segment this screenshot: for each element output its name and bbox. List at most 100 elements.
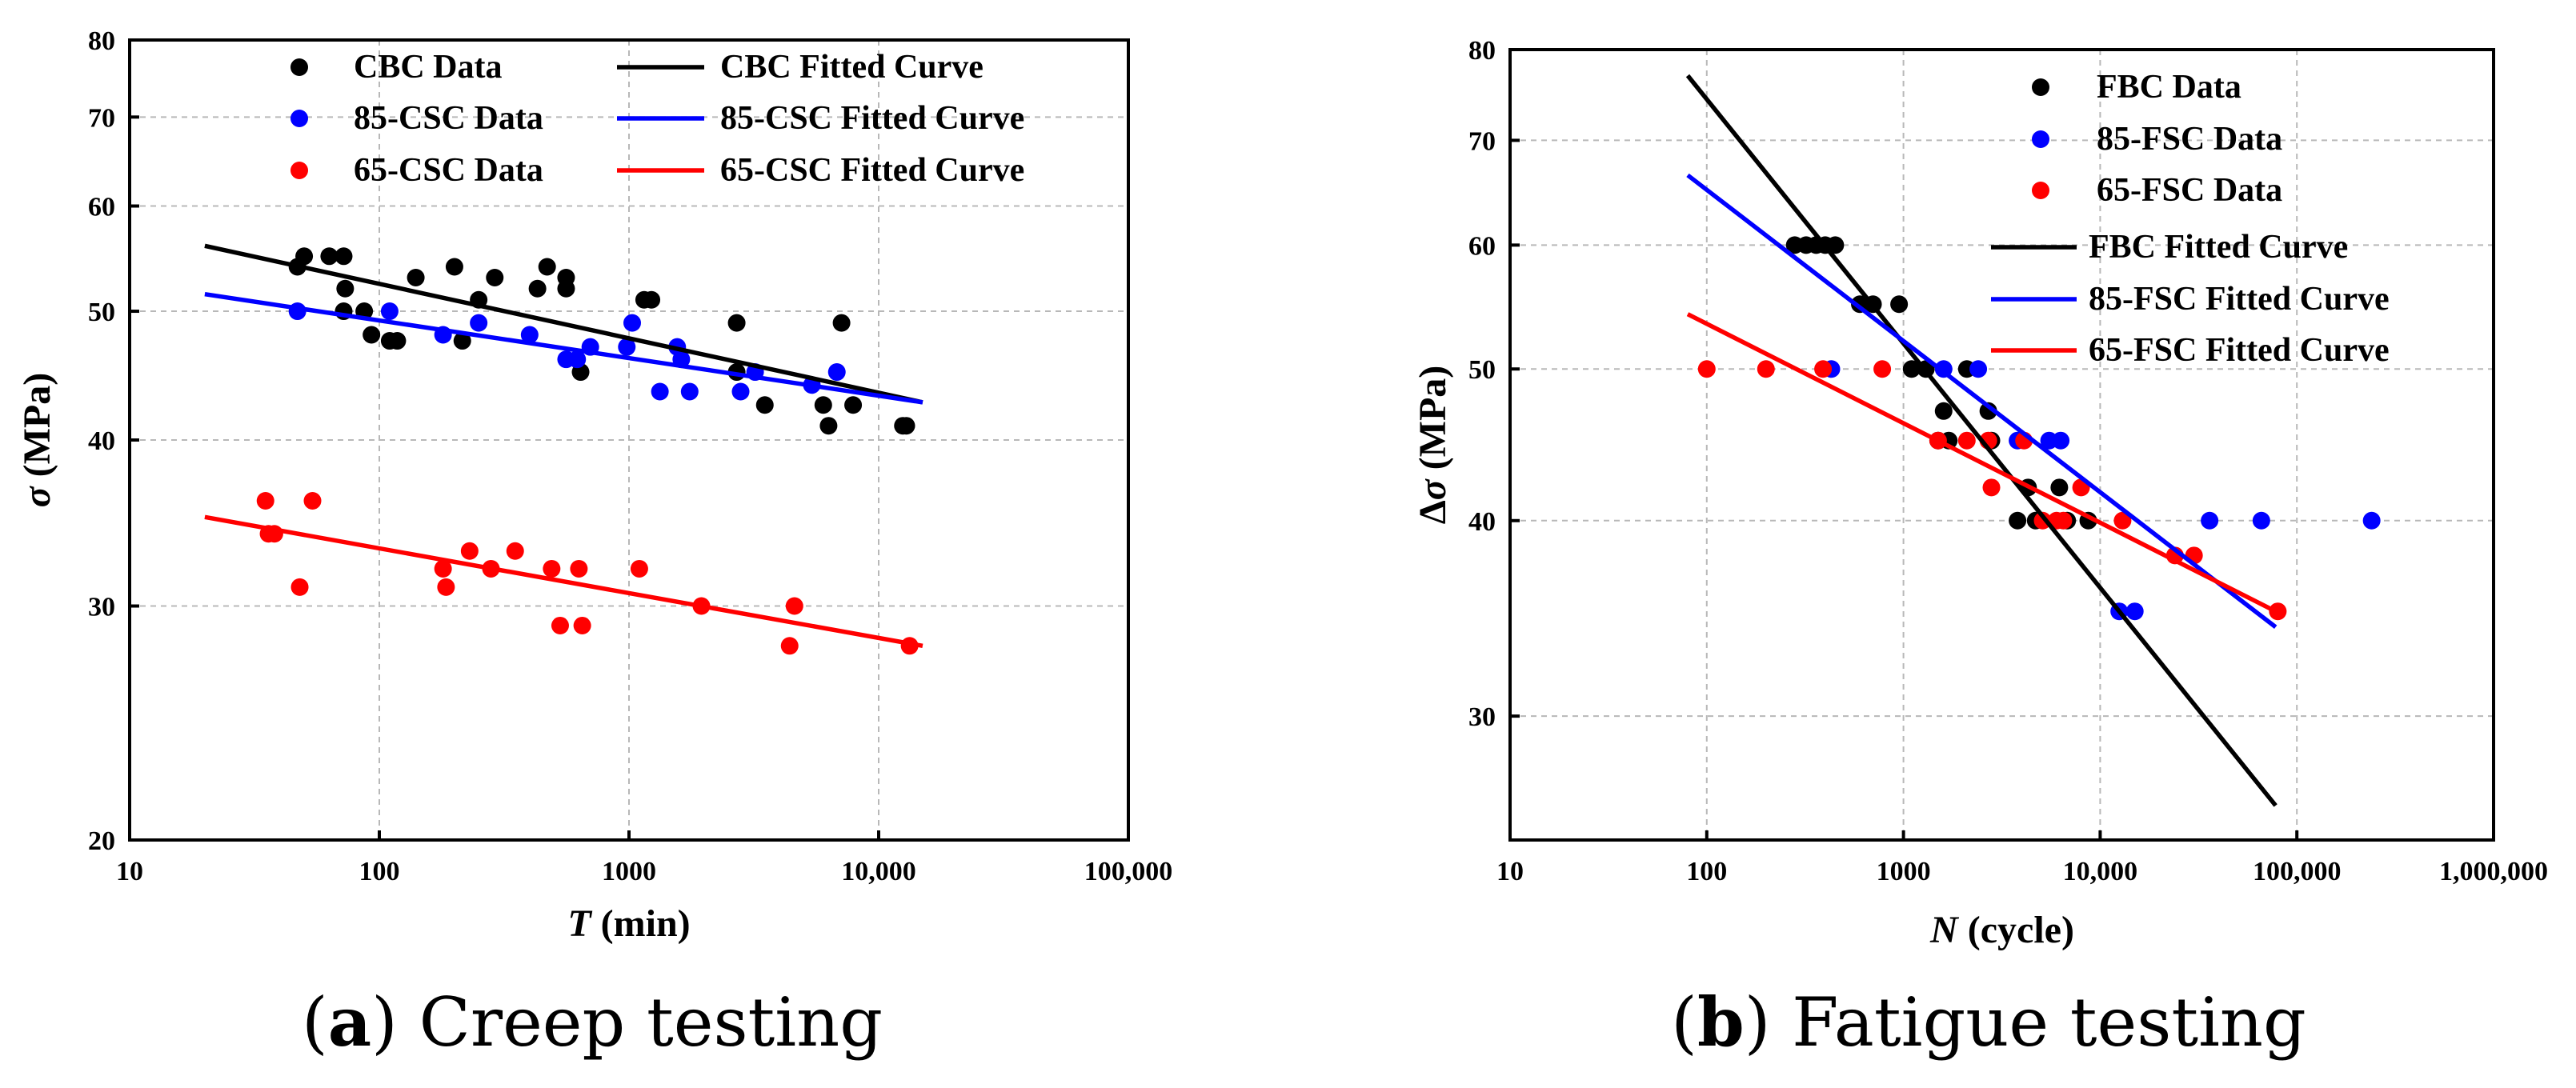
legend-marker <box>2032 182 2049 199</box>
fitted-curve <box>204 243 923 405</box>
data-point <box>832 314 851 332</box>
data-point <box>651 382 669 401</box>
legend-label: 85-CSC Fitted Curve <box>720 100 1024 137</box>
y-tick-label: 30 <box>1468 702 1496 732</box>
legend-marker <box>290 58 308 76</box>
legend-label: CBC Data <box>354 49 503 86</box>
data-point <box>295 247 314 266</box>
data-point <box>844 396 863 414</box>
data-point <box>618 338 636 356</box>
caption-fatigue: (b) Fatigue testing <box>1671 982 2306 1062</box>
x-tick-label: 100 <box>359 857 400 886</box>
data-point <box>2269 602 2287 621</box>
data-point <box>731 382 750 401</box>
data-point <box>1826 236 1845 254</box>
y-axis-label: Δσ (MPa) <box>1412 366 1454 525</box>
x-tick-label: 1,000,000 <box>2439 857 2548 886</box>
y-tick-label: 60 <box>88 193 115 222</box>
fitted-curve <box>204 291 923 405</box>
y-axis-label: σ (MPa) <box>16 373 58 507</box>
data-point <box>2125 602 2144 621</box>
data-point <box>2050 478 2069 497</box>
x-tick-label: 10 <box>1496 857 1524 886</box>
legend-label: 65-CSC Data <box>354 152 543 189</box>
data-point <box>453 332 471 350</box>
data-point <box>336 279 355 298</box>
data-point <box>1979 402 1997 420</box>
data-point <box>363 326 381 344</box>
data-point <box>643 290 661 309</box>
data-point <box>506 542 524 560</box>
x-tick-label: 100,000 <box>1084 857 1173 886</box>
y-tick-label: 80 <box>88 26 115 56</box>
data-point <box>538 258 556 276</box>
data-point <box>897 417 915 435</box>
data-point <box>2201 511 2219 530</box>
data-point <box>1902 360 1921 378</box>
data-point <box>2113 511 2132 530</box>
legend-label: 85-CSC Data <box>354 100 543 137</box>
data-point <box>256 492 274 510</box>
data-point <box>528 279 547 298</box>
fitted-curve <box>204 514 923 648</box>
data-point <box>1957 431 1976 450</box>
data-point <box>1890 295 1909 314</box>
data-point <box>1934 402 1953 420</box>
x-tick-label: 1000 <box>602 857 656 886</box>
data-point <box>785 597 803 615</box>
fitted-curve <box>1685 74 2278 807</box>
fitted-curve <box>1686 173 2278 630</box>
data-point <box>573 616 591 634</box>
legend-marker <box>2032 130 2049 148</box>
fitted-curves <box>204 243 923 648</box>
y-tick-label: 60 <box>1468 231 1496 261</box>
legend-marker <box>290 110 308 127</box>
data-point <box>380 302 399 321</box>
y-tick-label: 20 <box>88 826 115 856</box>
data-point <box>827 363 846 382</box>
x-tick-label: 10,000 <box>841 857 916 886</box>
data-point <box>1814 360 1833 378</box>
data-point <box>630 559 648 578</box>
x-axis-label: N (cycle) <box>1929 909 2074 951</box>
x-axis-label: T (min) <box>567 902 690 945</box>
data-point <box>290 578 309 596</box>
y-tick-label: 80 <box>1468 36 1496 66</box>
legend-label: FBC Data <box>2097 69 2241 106</box>
data-point <box>1969 360 1988 378</box>
data-point <box>1697 360 1716 378</box>
legend-label: 65-CSC Fitted Curve <box>720 152 1024 189</box>
legend-label: FBC Fitted Curve <box>2089 229 2348 266</box>
data-point <box>1757 360 1775 378</box>
data-point <box>2362 511 2381 530</box>
fitted-curves <box>1685 74 2278 807</box>
data-point <box>570 559 588 578</box>
legend-label: 85-FSC Fitted Curve <box>2089 281 2390 318</box>
y-tick-label: 30 <box>88 593 115 622</box>
data-point <box>1982 478 2001 497</box>
y-tick-label: 50 <box>1468 355 1496 385</box>
y-tick-label: 40 <box>1468 507 1496 537</box>
data-point <box>434 559 452 578</box>
data-point <box>568 350 587 369</box>
data-point <box>437 578 455 596</box>
x-tick-label: 100 <box>1686 857 1727 886</box>
fitted-curve <box>1686 312 2277 614</box>
data-point <box>780 637 799 655</box>
data-point <box>460 542 479 560</box>
legend-label: 65-FSC Fitted Curve <box>2089 332 2390 369</box>
data-point <box>819 417 838 435</box>
y-tick-label: 70 <box>1468 126 1496 156</box>
caption-creep: (a) Creep testing <box>302 982 883 1062</box>
data-point <box>520 326 539 344</box>
legend: CBC Data 85-CSC Data 65-CSC Data CBC Fitted… <box>290 49 1024 189</box>
data-point <box>1873 360 1892 378</box>
plot-frame <box>1508 48 2495 842</box>
data-point <box>470 314 488 332</box>
data-point <box>680 382 699 401</box>
data-point <box>388 332 407 350</box>
data-point <box>2009 511 2027 530</box>
data-point <box>551 616 569 634</box>
panel-creep: 10 100 1000 10,000 100,000 20 30 40 50 60 70 80 T (m… <box>16 26 1172 945</box>
